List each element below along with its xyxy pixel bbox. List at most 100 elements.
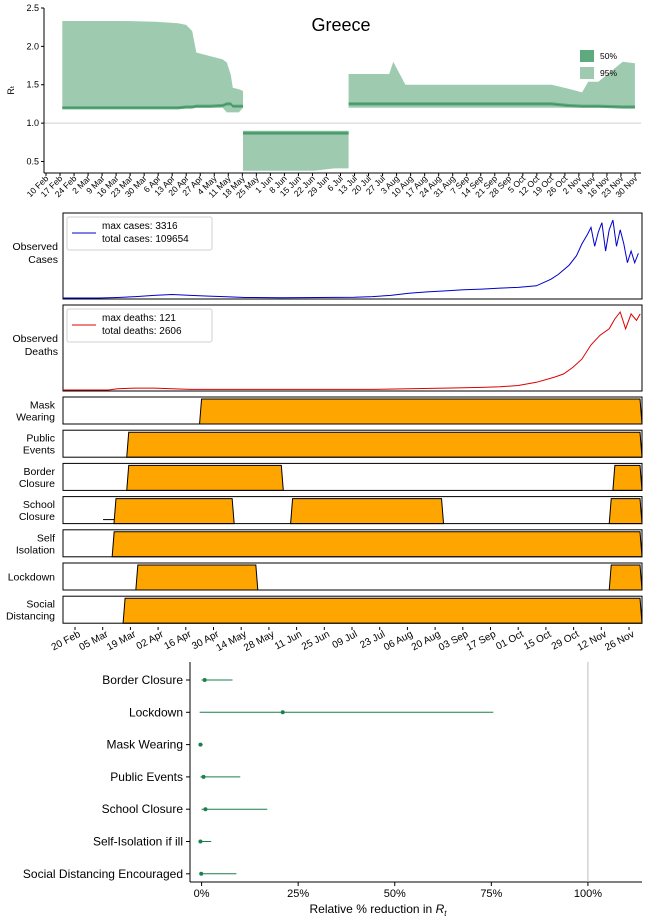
observed-label-line: Observed [12,241,58,253]
effect-row: Border Closure [102,673,233,687]
effect-label: Self-Isolation if ill [93,835,183,849]
intervention-label: Isolation [16,544,55,556]
intervention-label: Closure [19,511,55,523]
observed-label-line: Deaths [25,346,58,358]
observed-legend-text: total deaths: 2606 [102,326,182,337]
effect-row: Self-Isolation if ill [93,835,212,849]
rt-y-tick-label: 1.5 [26,80,39,90]
intervention-label: Closure [19,478,55,490]
rt-legend: 50% 95% [580,50,617,79]
rt-y-tick-label: 2.0 [26,41,39,51]
effects-panel: Border Closure Lockdown Mask Wearing Public… [23,662,642,918]
interventions-x-tick-label: 15 Oct [522,629,553,653]
legend-label: 95% [600,68,617,78]
effects-x-axis-label: Relative % reduction in Rt [310,902,448,918]
intervention-frame [62,496,643,525]
intervention-label: Wearing [16,412,55,424]
effect-row: Mask Wearing [107,738,203,752]
legend-swatch [580,50,594,62]
interventions-x-tick-label: 12 Nov [576,629,609,654]
effect-label: School Closure [102,802,184,816]
effect-row: Public Events [110,770,241,784]
effect-row: Social Distancing Encouraged [23,867,237,881]
interventions-x-tick-label: 29 Oct [550,629,581,653]
effect-label: Lockdown [129,705,183,719]
interventions-x-tick-label: 14 May [214,629,248,654]
interventions-x-tick-label: 19 Mar [105,629,138,654]
interventions-x-tick-label: 20 Feb [50,629,83,654]
intervention-active-span [612,464,643,491]
legend-swatch [580,67,594,79]
intervention-label: Public [26,433,55,445]
effect-row: School Closure [102,802,268,816]
interventions-x-tick-label: 01 Oct [494,629,525,653]
intervention-active-span [608,564,643,591]
rt-band-95 [62,21,243,113]
observed-label-line: Cases [28,254,58,266]
chart-title: Greece [311,15,370,35]
intervention-label: Lockdown [8,572,55,584]
rt-band-95 [243,130,349,171]
rt-y-tick-label: 2.5 [26,3,39,13]
interventions-x-tick-label: 17 Sep [465,629,499,654]
effects-x-tick-label: 75% [480,888,502,900]
observed-legend-text: max deaths: 121 [102,313,176,324]
rt-y-tick-label: 0.5 [26,156,39,166]
interventions-x-tick-label: 11 Jun [273,629,304,652]
effects-x-tick-label: 50% [384,888,406,900]
interventions-x-tick-label: 06 Aug [382,629,415,653]
effect-label: Public Events [110,770,183,784]
intervention-frame [62,529,643,558]
intervention-frame [62,396,643,425]
effects-x-tick-label: 25% [287,888,309,900]
interventions-x-tick-label: 23 Jul [358,629,387,651]
deaths-frame [62,304,643,392]
effect-point [198,742,203,747]
interventions-x-tick-label: 16 Apr [163,629,194,653]
intervention-frame [62,462,643,491]
intervention-active-span [135,564,259,591]
effect-point [199,871,204,876]
interventions-x-tick-label: 09 Jul [331,629,360,651]
interventions-panel: MaskWearingPublicEventsBorderClosureScho… [6,396,643,624]
intervention-active-span [122,597,643,624]
effects-x-tick-label: 0% [194,888,210,900]
observed-legend-text: max cases: 3316 [102,221,178,232]
intervention-frame [62,595,643,624]
effect-point [202,678,207,682]
effect-label: Mask Wearing [107,738,183,752]
deaths-legend: max deaths: 121 total deaths: 2606 [66,308,213,343]
intervention-label: Self [37,532,55,544]
rt-median-line [348,103,635,108]
intervention-label: Events [23,445,55,457]
effect-point [198,839,203,844]
intervention-label: Distancing [6,611,55,623]
effects-x-tick-label: 100% [574,888,602,900]
deaths-series-line [63,310,641,391]
observed-legend-text: total cases: 109654 [102,234,189,245]
observed-legend-box [66,308,213,343]
intervention-frame [62,429,643,458]
interventions-x-tick-label: 05 Mar [77,629,110,654]
intervention-label: Social [26,599,55,611]
observed-legend-box [66,216,213,251]
interventions-x-tick-label: 20 Aug [410,629,443,653]
legend-label: 50% [600,51,617,61]
interventions-x-tick-label: 03 Sep [437,629,471,654]
intervention-active-span [126,464,284,491]
intervention-frame [62,562,643,591]
rt-axis-label: Rₜ [6,85,16,94]
effect-label: Border Closure [102,673,183,687]
intervention-active-span [608,498,643,525]
intervention-label: Border [23,466,55,478]
intervention-active-span [290,498,445,525]
